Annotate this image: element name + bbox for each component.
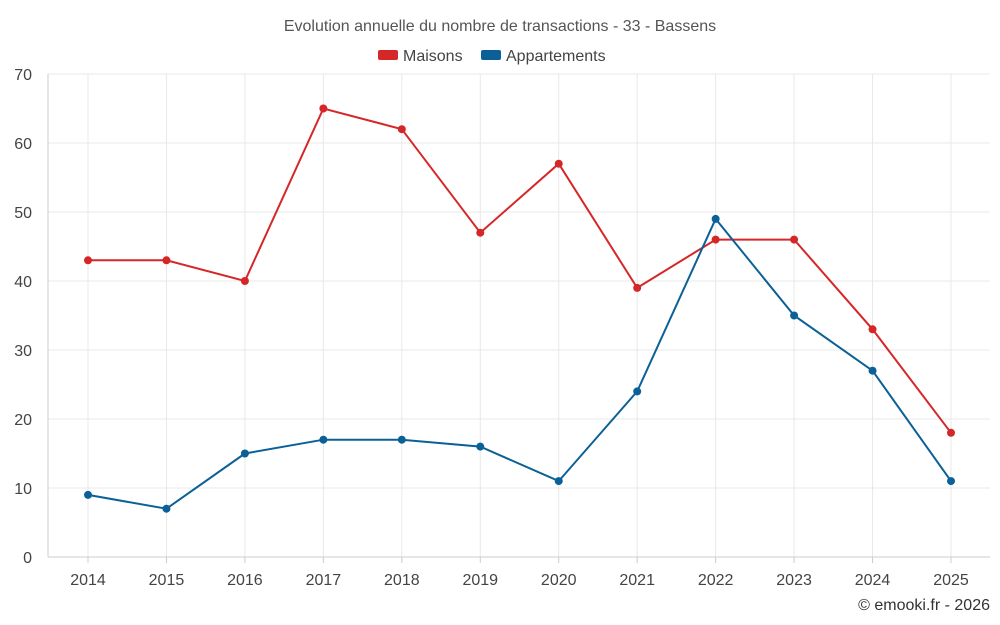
chart-title: Evolution annuelle du nombre de transact… bbox=[284, 18, 716, 35]
data-point-maisons[interactable] bbox=[554, 159, 563, 168]
data-point-appartements[interactable] bbox=[240, 449, 249, 458]
series-line-appartements bbox=[87, 217, 952, 510]
data-point-appartements[interactable] bbox=[84, 490, 92, 499]
data-point-appartements[interactable] bbox=[868, 366, 877, 375]
data-point-maisons[interactable] bbox=[84, 256, 92, 265]
y-tick-label: 70 bbox=[14, 67, 32, 84]
axes: 0 10 20 30 40 50 60 70 2014 2015 2016 2017 2018 2019 2… bbox=[14, 67, 990, 589]
y-tick-label: 30 bbox=[14, 343, 32, 360]
data-point-maisons[interactable] bbox=[790, 235, 799, 244]
y-tick-label: 20 bbox=[14, 412, 32, 429]
x-tick-label: 2025 bbox=[933, 572, 969, 589]
data-point-appartements[interactable] bbox=[711, 214, 720, 223]
credit-text: © emooki.fr - 2026 bbox=[858, 597, 990, 614]
grid bbox=[48, 73, 990, 557]
x-tick-label: 2020 bbox=[541, 572, 577, 589]
series-layer bbox=[84, 104, 955, 513]
y-tick-label: 10 bbox=[14, 481, 32, 498]
x-tick-label: 2022 bbox=[698, 572, 734, 589]
data-point-maisons[interactable] bbox=[633, 283, 642, 292]
x-tick-label: 2015 bbox=[149, 572, 185, 589]
data-point-maisons[interactable] bbox=[947, 428, 955, 437]
x-tick-label: 2019 bbox=[462, 572, 498, 589]
data-point-maisons[interactable] bbox=[711, 235, 720, 244]
data-point-maisons[interactable] bbox=[240, 277, 249, 285]
data-point-appartements[interactable] bbox=[790, 311, 799, 320]
y-tick-label: 40 bbox=[14, 274, 32, 291]
x-tick-label: 2021 bbox=[619, 572, 655, 589]
data-point-maisons[interactable] bbox=[397, 125, 406, 134]
data-point-appartements[interactable] bbox=[162, 504, 171, 513]
y-tick-label: 60 bbox=[14, 136, 32, 153]
x-tick-label: 2018 bbox=[384, 572, 420, 589]
legend: Maisons Appartements bbox=[378, 48, 606, 65]
series-line-maisons bbox=[88, 107, 952, 434]
data-point-maisons[interactable] bbox=[868, 325, 877, 334]
x-tick-label: 2014 bbox=[70, 572, 106, 589]
data-point-maisons[interactable] bbox=[319, 104, 328, 113]
data-point-appartements[interactable] bbox=[476, 442, 485, 451]
x-tick-label: 2016 bbox=[227, 572, 263, 589]
data-point-appartements[interactable] bbox=[397, 435, 406, 444]
y-tick-label: 50 bbox=[14, 205, 32, 222]
data-point-appartements[interactable] bbox=[947, 477, 955, 486]
legend-label-maisons[interactable]: Maisons bbox=[403, 48, 463, 65]
data-point-maisons[interactable] bbox=[476, 228, 485, 237]
legend-label-appartements[interactable]: Appartements bbox=[506, 48, 606, 65]
x-tick-label: 2023 bbox=[776, 572, 812, 589]
data-point-appartements[interactable] bbox=[633, 387, 642, 396]
data-point-appartements[interactable] bbox=[554, 477, 563, 486]
legend-swatch-appartements bbox=[481, 50, 501, 60]
x-tick-label: 2024 bbox=[855, 572, 891, 589]
data-point-maisons[interactable] bbox=[162, 256, 171, 265]
legend-swatch-maisons bbox=[378, 50, 398, 60]
data-point-appartements[interactable] bbox=[319, 435, 328, 444]
y-tick-label: 0 bbox=[23, 550, 32, 567]
x-tick-label: 2017 bbox=[306, 572, 342, 589]
